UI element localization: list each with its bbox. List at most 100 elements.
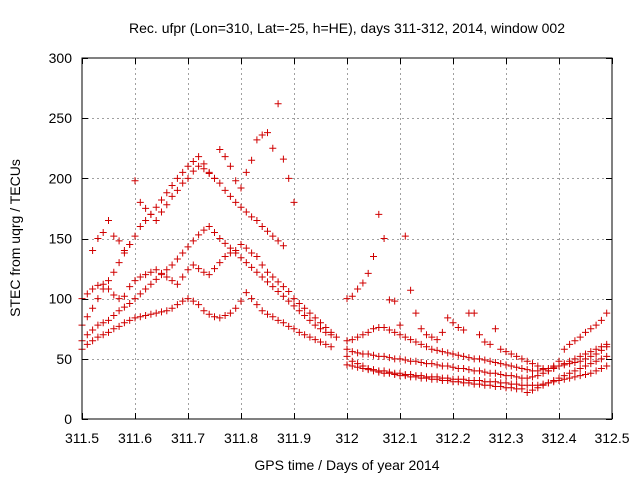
data-point <box>242 259 250 267</box>
data-point <box>131 177 139 185</box>
data-point <box>444 376 452 384</box>
data-point <box>242 244 250 252</box>
data-point <box>592 321 600 329</box>
data-point <box>89 285 97 293</box>
data-point <box>497 383 505 391</box>
data-point <box>385 369 393 377</box>
data-point <box>195 162 203 170</box>
data-point <box>359 331 367 339</box>
data-point <box>343 352 351 360</box>
data-point <box>460 352 468 360</box>
data-point <box>115 295 123 303</box>
data-point <box>560 372 568 380</box>
data-point <box>216 235 224 242</box>
data-point <box>285 322 293 330</box>
data-point <box>110 325 118 333</box>
data-point <box>555 357 563 365</box>
data-point <box>253 301 261 309</box>
data-point <box>136 290 144 298</box>
data-point <box>248 263 256 271</box>
data-point <box>423 374 430 382</box>
data-point <box>232 198 240 206</box>
data-point <box>205 271 213 279</box>
data-point <box>173 174 181 182</box>
data-point <box>550 376 558 384</box>
data-point <box>131 232 139 240</box>
data-point <box>433 375 441 383</box>
data-point <box>486 340 494 348</box>
data-point <box>454 351 462 359</box>
data-point <box>343 295 351 303</box>
data-point <box>216 314 224 322</box>
data-point <box>380 235 388 242</box>
data-point <box>152 266 160 274</box>
x-tick-label: 312.3 <box>488 430 523 446</box>
data-point <box>375 368 383 376</box>
data-point <box>179 273 187 281</box>
data-point <box>94 333 102 341</box>
data-point <box>142 271 150 279</box>
data-point <box>136 313 144 321</box>
data-point <box>152 216 160 224</box>
data-point <box>99 280 107 288</box>
data-point <box>513 373 521 381</box>
data-point <box>242 208 250 216</box>
data-point <box>152 203 160 211</box>
data-point <box>306 316 314 324</box>
data-point <box>216 259 224 267</box>
data-point <box>391 328 399 336</box>
data-point <box>370 351 377 359</box>
data-point <box>248 295 256 303</box>
data-point <box>120 303 128 311</box>
data-point <box>385 326 393 334</box>
data-point <box>290 302 298 310</box>
x-tick-label: 311.5 <box>65 430 99 446</box>
data-point <box>566 340 574 348</box>
data-point <box>163 273 171 281</box>
data-point <box>560 345 568 353</box>
data-point <box>370 367 377 375</box>
data-point <box>354 285 362 293</box>
data-point <box>173 301 181 309</box>
y-tick-label: 150 <box>49 231 73 247</box>
data-point <box>258 131 266 139</box>
data-point <box>269 232 277 240</box>
data-point <box>396 331 404 339</box>
data-point <box>343 337 351 345</box>
data-point <box>444 349 452 357</box>
data-point <box>290 198 298 206</box>
y-axis-label: STEC from uqrg / TECUs <box>7 159 23 317</box>
data-point <box>523 374 531 382</box>
data-point <box>211 174 218 182</box>
data-point <box>232 304 240 312</box>
data-point <box>295 299 303 307</box>
data-point <box>391 297 399 305</box>
data-point <box>544 379 552 387</box>
data-point <box>460 364 468 372</box>
data-point <box>136 198 144 206</box>
data-point <box>264 268 271 276</box>
data-point <box>232 247 240 255</box>
data-point <box>242 289 250 297</box>
data-point <box>412 357 420 365</box>
data-point <box>105 216 112 224</box>
data-point <box>258 273 266 281</box>
data-point <box>110 232 118 240</box>
data-point <box>83 290 91 298</box>
data-point <box>237 297 245 305</box>
data-point <box>269 144 277 152</box>
data-point <box>502 348 510 356</box>
x-tick-label: 312.2 <box>435 430 470 446</box>
data-point <box>380 324 388 332</box>
data-point <box>486 381 494 389</box>
y-tick-label: 50 <box>56 351 72 367</box>
data-point <box>576 333 584 341</box>
data-point <box>507 350 515 358</box>
data-point <box>237 203 245 211</box>
data-point <box>529 386 536 394</box>
data-point <box>529 360 536 368</box>
data-point <box>253 253 261 261</box>
x-tick-label: 311.7 <box>171 430 205 446</box>
data-point <box>189 297 197 305</box>
data-point <box>582 370 589 378</box>
